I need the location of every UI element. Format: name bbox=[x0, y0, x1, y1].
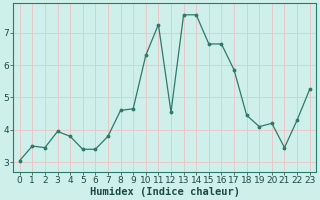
X-axis label: Humidex (Indice chaleur): Humidex (Indice chaleur) bbox=[90, 186, 240, 197]
